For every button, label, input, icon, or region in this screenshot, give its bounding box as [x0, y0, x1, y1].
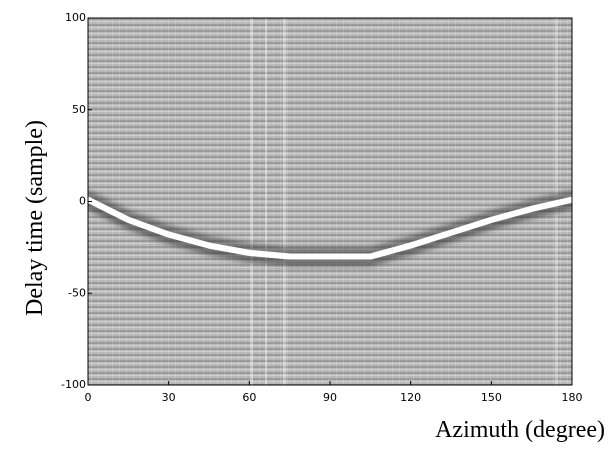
texture — [265, 18, 267, 385]
x-axis-label: Azimuth (degree) — [435, 417, 605, 443]
plot-frame — [87, 17, 573, 386]
texture — [283, 18, 286, 385]
x-tick-label: 120 — [400, 391, 421, 404]
y-tick-label: -50 — [68, 286, 86, 299]
plot-marks — [88, 196, 572, 260]
curve — [88, 196, 572, 260]
x-tick-label: 180 — [562, 391, 583, 404]
y-tick-label: -100 — [61, 378, 86, 391]
texture — [88, 18, 572, 385]
texture — [250, 18, 253, 385]
x-tick-label: 30 — [162, 391, 176, 404]
y-tick-label: 100 — [65, 11, 86, 24]
y-axis-label: Delay time (sample) — [22, 120, 48, 316]
x-tick-label: 60 — [242, 391, 256, 404]
x-tick-label: 150 — [481, 391, 502, 404]
x-tick-label: 0 — [85, 391, 92, 404]
x-tick-label: 90 — [323, 391, 337, 404]
plot-background — [88, 18, 572, 385]
y-tick-label: 50 — [72, 103, 86, 116]
y-tick-label: 0 — [79, 195, 86, 208]
